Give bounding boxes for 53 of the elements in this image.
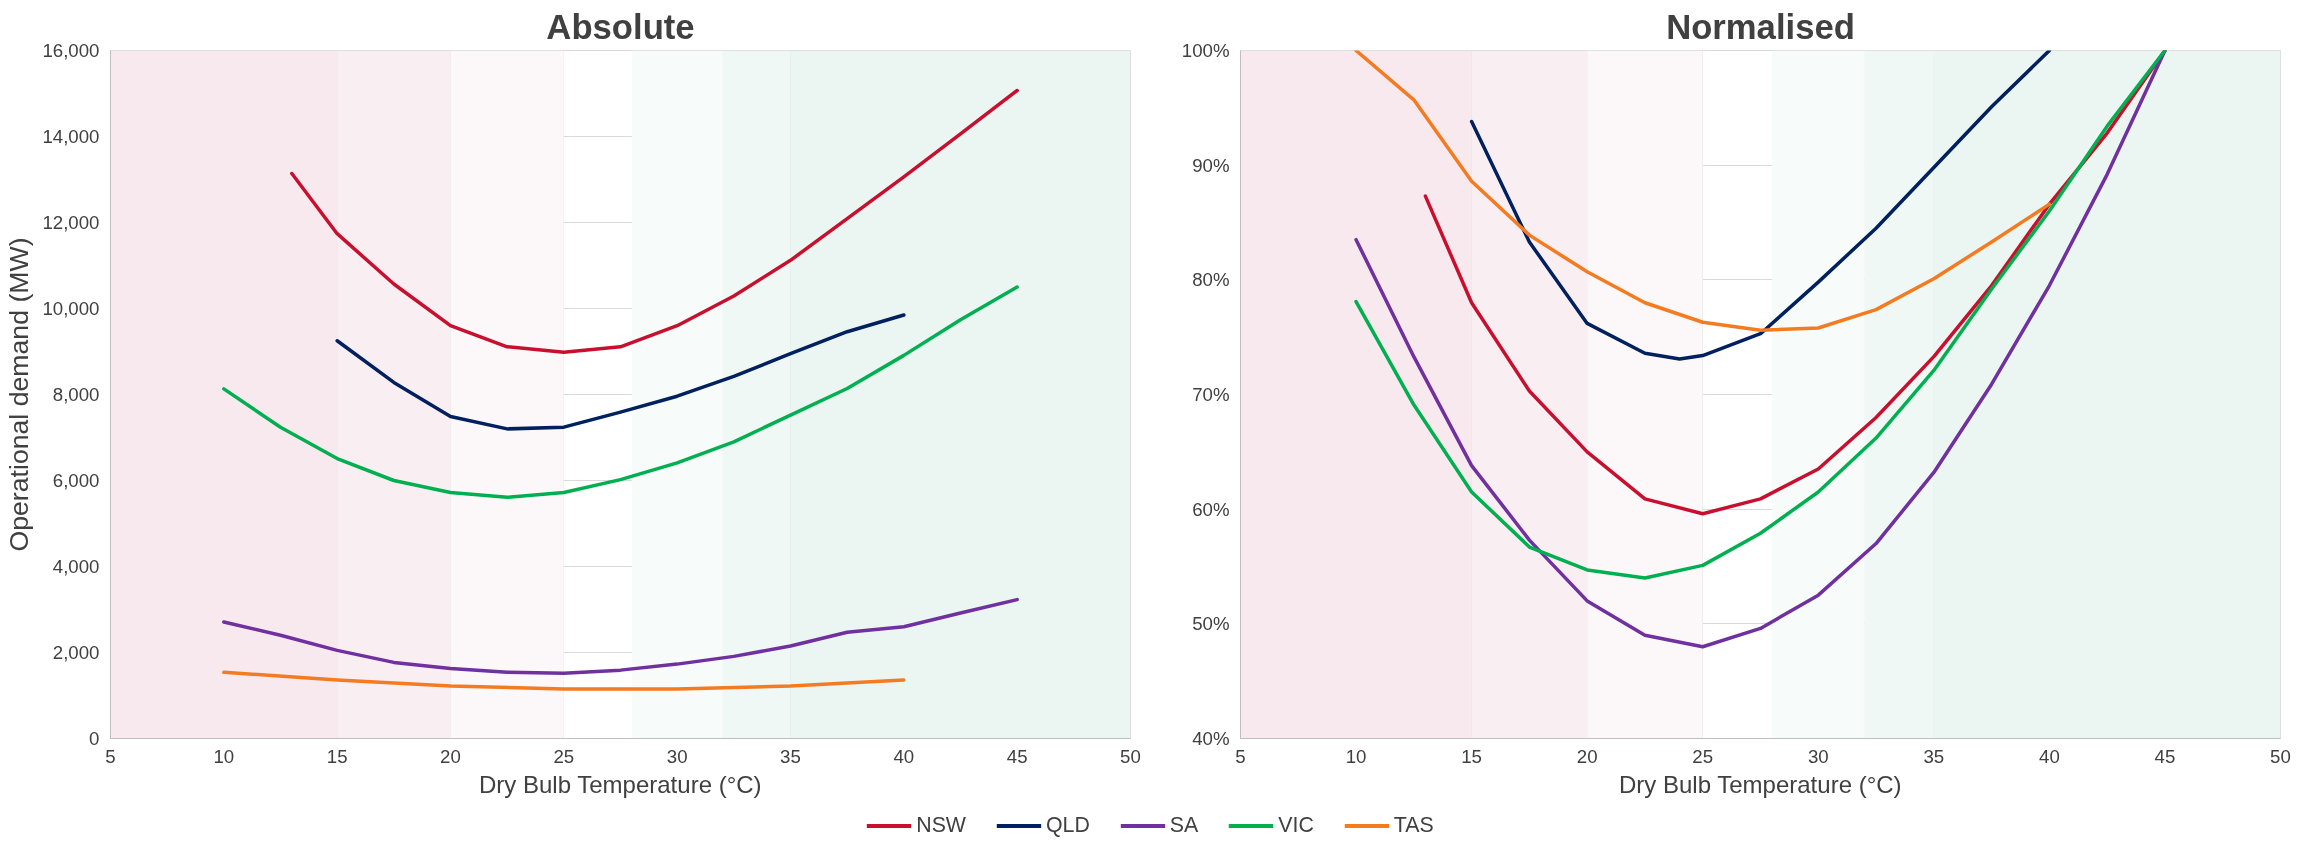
legend-label: VIC: [1278, 812, 1314, 838]
y-tick-label: 6,000: [52, 470, 100, 491]
x-tick-label: 15: [326, 745, 348, 767]
y-tick-label: 16,000: [42, 40, 100, 61]
line-series: [222, 670, 906, 691]
x-tick-label: 50: [2270, 745, 2291, 767]
x-axis-title: Dry Bulb Temperature (°C): [1619, 770, 1902, 798]
x-axis-title: Dry Bulb Temperature (°C): [479, 770, 762, 798]
x-tick-label: 5: [1235, 745, 1246, 767]
x-tick-label: 30: [666, 745, 688, 767]
chart-title: Absolute: [546, 7, 695, 46]
y-tick-label: 60%: [1192, 498, 1230, 520]
x-tick-label: 45: [1006, 745, 1028, 767]
legend-label: SA: [1169, 812, 1199, 838]
legend-label: TAS: [1393, 812, 1434, 838]
x-tick-label: 30: [1807, 745, 1829, 767]
x-tick-label: 35: [780, 745, 801, 767]
y-tick-label: 14,000: [42, 126, 100, 147]
y-tick-label: 4,000: [52, 556, 100, 577]
x-tick-label: 20: [1576, 745, 1598, 767]
y-tick-label: 40%: [1192, 728, 1230, 749]
x-tick-label: 25: [553, 745, 575, 767]
y-tick-label: 100%: [1181, 40, 1230, 61]
x-tick-label: 35: [1923, 745, 1945, 767]
x-tick-label: 15: [1461, 745, 1482, 767]
legend-label: QLD: [1045, 812, 1090, 838]
x-tick-label: 5: [105, 745, 116, 767]
y-tick-label: 8,000: [52, 384, 100, 405]
line-series: [1469, 50, 2052, 361]
x-tick-label: 20: [440, 745, 461, 767]
x-tick-label: 25: [1692, 745, 1714, 767]
legend-label: NSW: [916, 812, 966, 838]
y-tick-label: 10,000: [42, 298, 100, 319]
y-tick-label: 90%: [1192, 154, 1230, 176]
line-series: [335, 313, 906, 431]
x-tick-label: 50: [1120, 745, 1141, 767]
x-tick-label: 45: [2154, 745, 2176, 767]
chart-title: Normalised: [1666, 7, 1855, 46]
y-axis-title: Operational demand (MW): [4, 237, 35, 552]
x-tick-label: 10: [213, 745, 235, 767]
line-series: [1354, 50, 2052, 333]
y-tick-label: 12,000: [42, 212, 100, 233]
y-tick-label: 80%: [1192, 269, 1230, 291]
x-tick-label: 40: [893, 745, 915, 767]
y-tick-label: 2,000: [52, 642, 100, 663]
line-series: [222, 285, 1019, 500]
y-tick-label: 70%: [1192, 384, 1230, 405]
x-tick-label: 10: [1345, 745, 1367, 767]
line-series: [222, 597, 1019, 675]
x-tick-label: 40: [2039, 745, 2060, 767]
y-tick-label: 50%: [1192, 613, 1230, 635]
y-tick-label: 0: [89, 728, 100, 749]
line-series: [290, 88, 1019, 355]
